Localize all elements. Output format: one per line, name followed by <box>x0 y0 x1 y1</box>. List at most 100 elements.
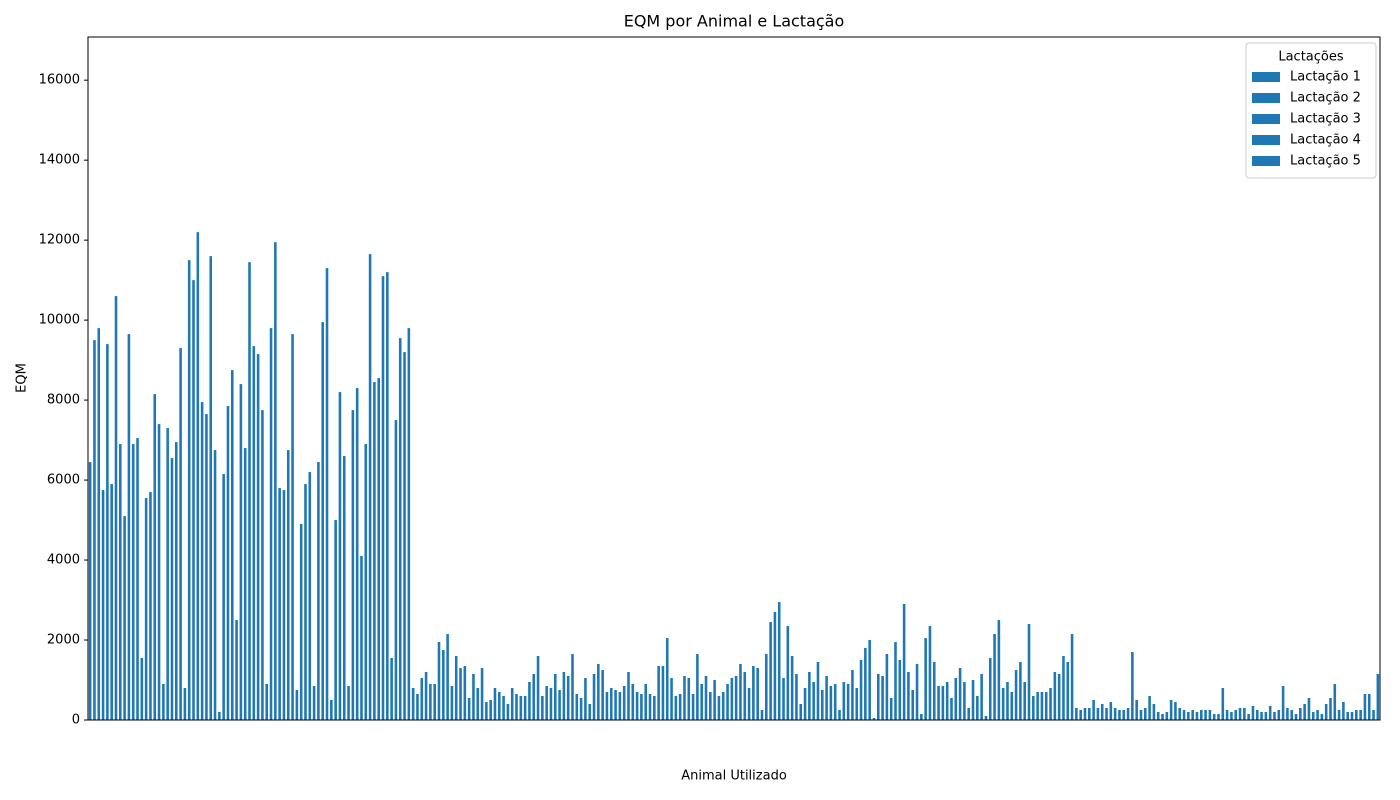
bar <box>416 694 419 720</box>
bar <box>411 688 415 720</box>
bar <box>338 392 342 720</box>
bar <box>566 676 570 720</box>
bar <box>235 620 238 720</box>
bar <box>1100 704 1104 720</box>
bar <box>127 334 131 720</box>
bar <box>523 696 527 720</box>
bar <box>1307 698 1311 720</box>
bar <box>868 640 871 720</box>
y-tick-label: 2000 <box>47 633 80 648</box>
bar <box>243 448 247 720</box>
bar <box>183 688 187 720</box>
bar <box>261 410 264 720</box>
bar <box>1143 708 1147 720</box>
bar <box>717 696 721 720</box>
bar <box>790 656 794 720</box>
bar <box>1122 710 1126 720</box>
bar <box>123 516 126 720</box>
bar <box>696 654 699 720</box>
bar <box>467 698 471 720</box>
bar <box>377 378 380 720</box>
bar <box>1178 708 1182 720</box>
bar <box>820 690 824 720</box>
legend-label: Lactação 2 <box>1290 91 1361 106</box>
x-axis-label: Animal Utilizado <box>681 769 787 784</box>
bar <box>756 668 759 720</box>
bar <box>1109 702 1113 720</box>
bar <box>1139 710 1143 720</box>
bar <box>1019 662 1022 720</box>
bar <box>967 708 971 720</box>
bar <box>149 492 152 720</box>
bar <box>1182 710 1186 720</box>
bar <box>1010 692 1014 720</box>
bar <box>226 406 230 720</box>
bar <box>364 444 368 720</box>
bar <box>398 338 402 720</box>
bar <box>786 626 790 720</box>
legend-swatch <box>1252 93 1280 103</box>
bar <box>635 692 639 720</box>
bar <box>1281 686 1285 720</box>
bar <box>1075 708 1078 720</box>
bar <box>833 684 837 720</box>
legend-label: Lactação 4 <box>1290 133 1361 148</box>
bar <box>1156 712 1160 720</box>
bar <box>907 672 910 720</box>
bar <box>769 622 772 720</box>
bar <box>390 658 393 720</box>
y-tick-label: 4000 <box>47 553 80 568</box>
bar <box>549 688 553 720</box>
bar <box>950 698 953 720</box>
bar <box>760 710 764 720</box>
bar <box>709 692 712 720</box>
bar <box>558 690 561 720</box>
bar <box>304 484 307 720</box>
y-tick-label: 14000 <box>39 153 80 168</box>
bar <box>407 328 411 720</box>
bar <box>1359 710 1362 720</box>
bar <box>1079 710 1082 720</box>
bar <box>713 680 716 720</box>
bar <box>932 662 936 720</box>
bar <box>317 462 320 720</box>
bar <box>1014 670 1018 720</box>
bar <box>1152 704 1156 720</box>
bar <box>1148 696 1151 720</box>
y-tick-label: 6000 <box>47 473 80 488</box>
bar <box>321 322 325 720</box>
legend-swatch <box>1252 135 1280 145</box>
bar <box>609 688 613 720</box>
bar <box>1277 710 1281 720</box>
legend-label: Lactação 5 <box>1290 154 1361 169</box>
bar <box>614 690 617 720</box>
bar <box>502 696 505 720</box>
bar <box>351 410 355 720</box>
bar <box>584 678 587 720</box>
bar <box>687 678 691 720</box>
bar <box>1027 624 1031 720</box>
bar <box>1217 714 1220 720</box>
bar <box>308 472 312 720</box>
bar <box>493 688 497 720</box>
bar <box>1350 712 1354 720</box>
bar <box>131 444 135 720</box>
bar <box>442 650 445 720</box>
bar <box>588 704 592 720</box>
bar <box>174 442 178 720</box>
bar <box>937 686 940 720</box>
bar <box>1346 712 1349 720</box>
bar <box>1208 710 1212 720</box>
bar <box>342 456 346 720</box>
bar <box>170 458 174 720</box>
bar <box>1255 710 1259 720</box>
bar <box>765 654 768 720</box>
bar <box>700 684 703 720</box>
bar <box>799 704 803 720</box>
bar <box>1169 700 1173 720</box>
bar <box>911 690 915 720</box>
bar <box>592 674 596 720</box>
bar <box>976 696 979 720</box>
bar <box>1191 710 1194 720</box>
